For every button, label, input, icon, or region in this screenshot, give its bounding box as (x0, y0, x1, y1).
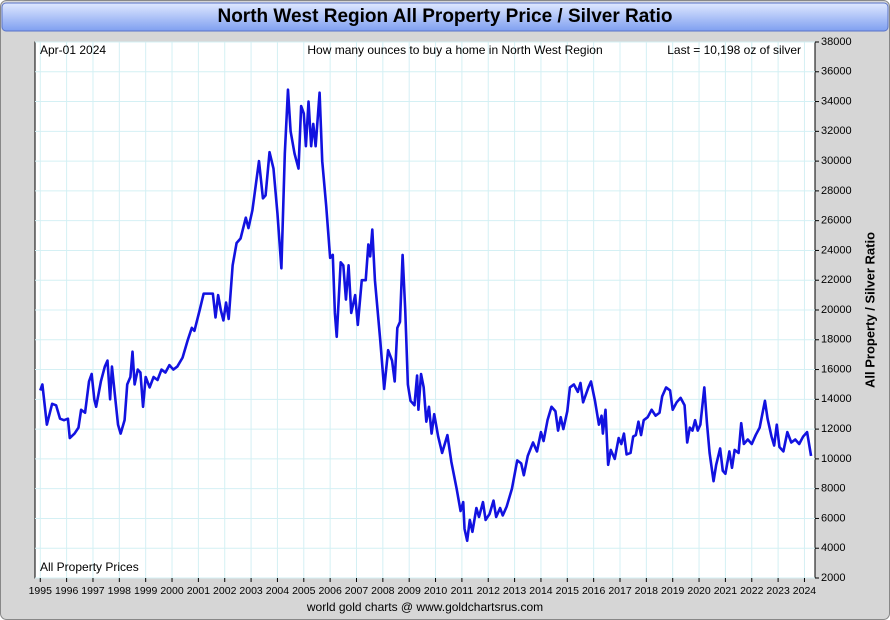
x-tick-label: 1999 (134, 585, 158, 597)
x-tick-label: 2017 (608, 585, 632, 597)
x-tick-label: 2002 (213, 585, 237, 597)
x-tick-label: 2022 (740, 585, 764, 597)
x-tick-label: 2024 (793, 585, 817, 597)
y-tick-label: 16000 (821, 363, 852, 375)
x-tick-label: 2020 (687, 585, 711, 597)
source: world gold charts @ www.goldchartsrus.co… (306, 600, 543, 614)
y-tick-label: 2000 (821, 572, 845, 584)
x-tick-label: 2018 (635, 585, 659, 597)
last-label: Last = 10,198 oz of silver (667, 43, 801, 57)
x-tick-label: 2003 (239, 585, 263, 597)
x-tick-label: 2009 (398, 585, 422, 597)
x-tick-label: 1996 (55, 585, 79, 597)
y-tick-label: 4000 (821, 542, 845, 554)
x-tick-label: 1995 (29, 585, 53, 597)
y-tick-label: 14000 (821, 393, 852, 405)
x-tick-label: 2006 (318, 585, 342, 597)
y-tick-label: 18000 (821, 334, 852, 346)
y-tick-label: 30000 (821, 155, 852, 167)
series-label: All Property Prices (40, 560, 139, 574)
y-tick-label: 6000 (821, 512, 845, 524)
x-tick-label: 2001 (187, 585, 211, 597)
x-tick-label: 2013 (503, 585, 527, 597)
x-tick-label: 2007 (345, 585, 369, 597)
chart-title: North West Region All Property Price / S… (217, 6, 672, 27)
x-tick-label: 1998 (108, 585, 132, 597)
y-tick-label: 28000 (821, 185, 852, 197)
x-tick-label: 2015 (556, 585, 580, 597)
x-tick-label: 2008 (371, 585, 395, 597)
x-tick-label: 2016 (582, 585, 606, 597)
series-line (39, 88, 813, 543)
y-tick-label: 38000 (821, 36, 852, 48)
title-bar (1, 2, 889, 32)
y-tick-label: 34000 (821, 95, 852, 107)
date-label: Apr-01 2024 (40, 43, 106, 57)
x-tick-label: 2005 (292, 585, 316, 597)
y-tick-label: 12000 (821, 423, 852, 435)
x-tick-label: 2023 (766, 585, 790, 597)
y-tick-label: 32000 (821, 125, 852, 137)
x-tick-label: 2021 (714, 585, 738, 597)
subtitle: How many ounces to buy a home in North W… (307, 43, 602, 57)
y-axis-label: All Property / Silver Ratio (862, 232, 877, 388)
y-tick-label: 20000 (821, 304, 852, 316)
y-tick-label: 24000 (821, 244, 852, 256)
x-tick-label: 2000 (160, 585, 184, 597)
y-tick-label: 36000 (821, 66, 852, 78)
x-tick-label: 2014 (529, 585, 553, 597)
x-tick-label: 2012 (477, 585, 501, 597)
y-tick-label: 10000 (821, 453, 852, 465)
x-tick-label: 2010 (424, 585, 448, 597)
x-tick-label: 2004 (266, 585, 290, 597)
x-tick-label: 1997 (81, 585, 105, 597)
y-tick-label: 22000 (821, 274, 852, 286)
x-tick-label: 2011 (451, 585, 474, 597)
y-tick-label: 26000 (821, 215, 852, 227)
x-tick-label: 2019 (661, 585, 685, 597)
y-tick-label: 8000 (821, 483, 845, 495)
